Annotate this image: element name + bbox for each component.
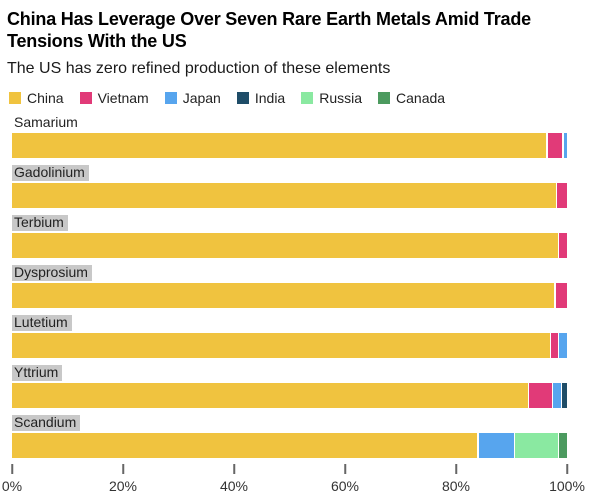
chart-row-samarium: Samarium: [0, 114, 600, 158]
chart-row-scandium: Scandium: [0, 414, 600, 458]
category-label-terbium: Terbium: [12, 215, 68, 231]
x-axis-tick-80: [455, 464, 457, 474]
bar-segment-india: [562, 383, 567, 408]
bar-yttrium: [12, 383, 567, 408]
legend-item-russia: Russia: [301, 90, 362, 106]
bar-segment-canada: [559, 433, 567, 458]
bar-segment-china: [12, 333, 550, 358]
legend: China Vietnam Japan India Russia Canada: [9, 90, 600, 106]
legend-item-india: India: [236, 90, 286, 106]
bar-segment-china: [12, 183, 556, 208]
x-axis-tick-40: [233, 464, 235, 474]
chart-title: China Has Leverage Over Seven Rare Earth…: [7, 9, 531, 51]
legend-item-japan: Japan: [164, 90, 221, 106]
bar-segment-russia: [515, 433, 558, 458]
bar-segment-vietnam: [555, 283, 567, 308]
chart-row-gadolinium: Gadolinium: [0, 164, 600, 208]
bar-segment-china: [12, 383, 528, 408]
x-axis-tick-label-80: 80%: [441, 478, 471, 494]
legend-label-russia: Russia: [319, 90, 363, 106]
x-axis-tick-label-100: 100%: [549, 478, 585, 494]
x-axis-tick-label-20: 20%: [108, 478, 138, 494]
x-axis-tick-label-60: 60%: [330, 478, 360, 494]
bar-scandium: [12, 433, 567, 458]
legend-label-india: India: [254, 90, 286, 106]
bar-segment-vietnam: [559, 233, 567, 258]
bar-terbium: [12, 233, 567, 258]
chart-row-terbium: Terbium: [0, 214, 600, 258]
legend-swatch-russia: [301, 92, 314, 104]
legend-label-japan: Japan: [182, 90, 221, 106]
category-label-scandium: Scandium: [12, 415, 81, 431]
legend-item-canada: Canada: [378, 90, 445, 106]
bar-segment-china: [12, 133, 547, 158]
category-label-yttrium: Yttrium: [12, 365, 63, 381]
category-label-gadolinium: Gadolinium: [12, 165, 89, 181]
bar-lutetium: [12, 333, 567, 358]
bar-segment-japan: [563, 133, 568, 158]
x-axis-tick-label-40: 40%: [219, 478, 249, 494]
x-axis-tick-label-0: 0%: [1, 478, 23, 494]
x-axis: 0% 20% 40% 60% 80% 100%: [2, 464, 585, 496]
category-label-lutetium: Lutetium: [12, 315, 72, 331]
bar-segment-vietnam: [557, 183, 567, 208]
bar-dysprosium: [12, 283, 567, 308]
legend-item-vietnam: Vietnam: [79, 90, 149, 106]
legend-swatch-canada: [378, 92, 391, 104]
bar-segment-vietnam: [551, 333, 558, 358]
legend-item-china: China: [9, 90, 64, 106]
bar-segment-japan: [559, 333, 567, 358]
bar-segment-vietnam: [529, 383, 552, 408]
bar-segment-china: [12, 433, 478, 458]
bar-segment-vietnam: [547, 133, 563, 158]
bar-segment-china: [12, 233, 558, 258]
chart-row-dysprosium: Dysprosium: [0, 264, 600, 308]
bar-gadolinium: [12, 183, 567, 208]
legend-swatch-japan: [164, 92, 177, 104]
bar-segment-japan: [478, 433, 514, 458]
bar-segment-japan: [553, 383, 561, 408]
chart-subtitle: The US has zero refined production of th…: [7, 60, 391, 77]
chart-row-lutetium: Lutetium: [0, 314, 600, 358]
x-axis-tick-20: [122, 464, 124, 474]
chart-rows: Samarium Gadolinium Terbium Dysprosium Lutet…: [0, 114, 600, 458]
x-axis-tick-60: [344, 464, 346, 474]
bar-samarium: [12, 133, 568, 158]
legend-label-vietnam: Vietnam: [97, 90, 149, 106]
legend-label-canada: Canada: [396, 90, 446, 106]
x-axis-tick-0: [11, 464, 13, 474]
legend-label-china: China: [27, 90, 64, 106]
legend-swatch-india: [236, 92, 249, 104]
x-axis-tick-100: [566, 464, 568, 474]
category-label-dysprosium: Dysprosium: [12, 265, 92, 281]
legend-swatch-china: [9, 92, 21, 104]
chart-row-yttrium: Yttrium: [0, 364, 600, 408]
category-label-samarium: Samarium: [14, 114, 78, 130]
bar-segment-china: [12, 283, 555, 308]
legend-swatch-vietnam: [79, 92, 92, 104]
